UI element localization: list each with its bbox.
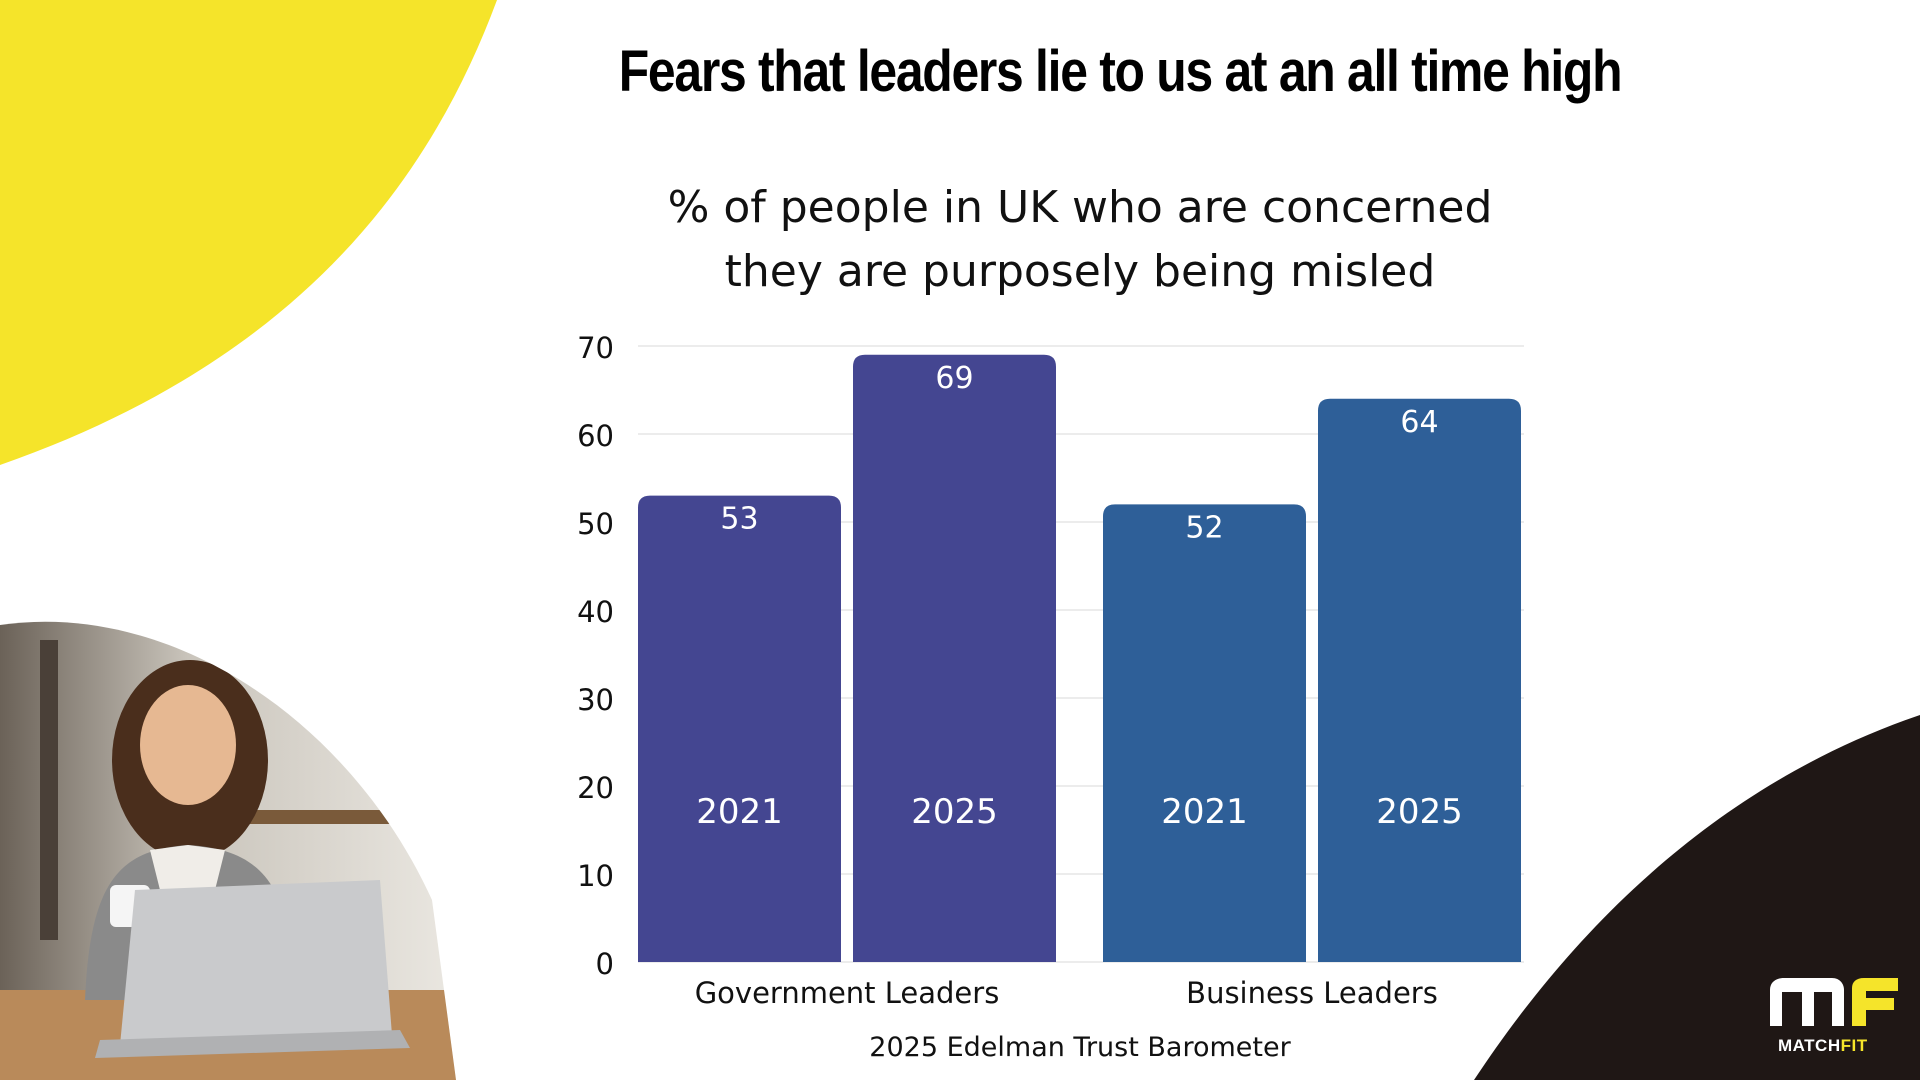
bar [853,354,1056,962]
y-tick-label: 50 [577,507,614,541]
y-tick-label: 60 [577,419,614,453]
bar [1103,504,1306,962]
x-category-label: Business Leaders [1186,976,1438,1010]
y-tick-label: 0 [596,947,614,981]
page-title: Fears that leaders lie to us at an all t… [618,39,1623,104]
y-tick-label: 70 [577,331,614,365]
chart-subtitle: % of people in UK who are concerned they… [560,176,1600,304]
subtitle-line-1: % of people in UK who are concerned [667,182,1493,233]
y-tick-label: 30 [577,683,614,717]
bar-value-label: 69 [935,361,973,396]
source-caption: 2025 Edelman Trust Barometer [869,1032,1291,1063]
bar-value-label: 64 [1400,405,1438,440]
mf-logo-icon [1770,978,1898,1026]
subtitle-line-2: they are purposely being misled [724,246,1436,297]
bar-value-label: 53 [720,502,758,537]
bar-year-label: 2025 [1376,792,1463,832]
x-category-label: Government Leaders [695,976,1000,1010]
y-tick-label: 10 [577,859,614,893]
y-tick-label: 20 [577,771,614,805]
logo-text: MATCHFIT [1778,1036,1868,1056]
bar-year-label: 2021 [696,792,783,832]
bar-value-label: 52 [1185,510,1223,545]
logo-text-main: MATCH [1778,1036,1841,1055]
bar-year-label: 2021 [1161,792,1248,832]
bar-year-label: 2025 [911,792,998,832]
y-tick-label: 40 [577,595,614,629]
bar [1318,398,1521,962]
bar [638,495,841,962]
logo-text-accent: FIT [1840,1036,1868,1055]
